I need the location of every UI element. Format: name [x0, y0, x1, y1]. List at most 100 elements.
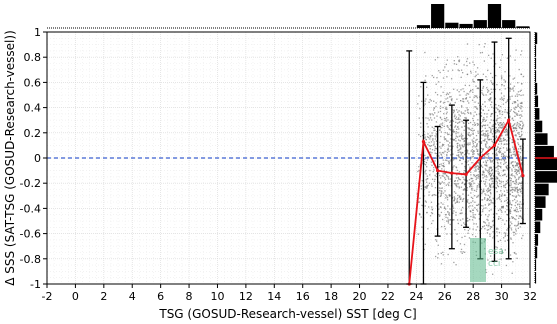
scatter-point [457, 118, 460, 120]
scatter-point [455, 137, 457, 140]
scatter-point [465, 117, 468, 119]
scatter-point [431, 149, 434, 151]
scatter-point [429, 169, 431, 172]
scatter-point [445, 113, 448, 115]
scatter-point [473, 145, 475, 147]
scatter-point [514, 59, 516, 61]
scatter-point [446, 97, 449, 99]
scatter-point [442, 175, 444, 177]
scatter-point [440, 182, 442, 184]
right-hist-bar [535, 196, 546, 208]
scatter-point [506, 205, 508, 207]
scatter-point [493, 174, 495, 177]
scatter-point [462, 121, 465, 124]
scatter-point [470, 215, 472, 218]
scatter-point [501, 97, 503, 99]
scatter-point [510, 162, 512, 165]
scatter-point [472, 79, 474, 81]
scatter-point [503, 85, 505, 87]
scatter-point [497, 150, 500, 153]
scatter-point [519, 117, 521, 119]
scatter-point [456, 142, 458, 145]
scatter-point [516, 138, 519, 140]
scatter-point [480, 228, 483, 230]
scatter-point [502, 219, 504, 221]
scatter-point [510, 221, 512, 223]
scatter-point [496, 159, 499, 161]
scatter-point [467, 229, 470, 232]
scatter-point [423, 163, 425, 165]
scatter-point [520, 134, 523, 137]
scatter-point [442, 254, 444, 256]
scatter-point [468, 179, 471, 181]
scatter-point [521, 217, 523, 219]
scatter-point [455, 63, 458, 66]
scatter-point [495, 107, 497, 109]
scatter-point [518, 170, 520, 172]
scatter-point [453, 165, 455, 167]
scatter-point [486, 229, 489, 231]
scatter-point [425, 141, 427, 144]
scatter-point [427, 133, 429, 135]
scatter-point [518, 165, 521, 167]
scatter-point [439, 183, 441, 185]
scatter-point [486, 176, 488, 178]
scatter-point [516, 99, 519, 102]
scatter-point [490, 96, 492, 99]
scatter-point [505, 264, 508, 267]
y-tick-label: -1 [30, 278, 41, 291]
scatter-point [440, 211, 443, 214]
right-hist-bar [535, 145, 554, 158]
scatter-point [477, 174, 479, 176]
scatter-point [456, 109, 458, 111]
scatter-point [434, 138, 437, 140]
scatter-point [433, 141, 435, 143]
scatter-point [498, 131, 500, 133]
scatter-point [448, 181, 450, 184]
scatter-point [489, 227, 492, 230]
right-hist-bar [535, 259, 537, 271]
scatter-point [484, 120, 486, 123]
scatter-point [517, 203, 519, 205]
scatter-point [466, 217, 469, 219]
scatter-point [435, 133, 437, 135]
scatter-point [472, 80, 474, 83]
scatter-point [510, 186, 512, 189]
scatter-point [521, 115, 523, 117]
scatter-point [490, 113, 492, 116]
scatter-point [462, 98, 464, 100]
scatter-point [457, 183, 459, 185]
scatter-point [460, 212, 462, 214]
scatter-point [434, 112, 436, 114]
scatter-point [446, 76, 448, 78]
scatter-point [507, 201, 509, 203]
scatter-point [489, 235, 491, 237]
scatter-point [438, 181, 440, 183]
scatter-point [499, 150, 501, 153]
scatter-point [495, 136, 498, 139]
scatter-point [425, 75, 427, 77]
scatter-point [453, 210, 455, 212]
scatter-point [465, 98, 467, 100]
scatter-point [472, 132, 474, 135]
scatter-point [492, 185, 495, 187]
scatter-point [465, 97, 468, 99]
scatter-point [515, 228, 517, 230]
scatter-point [445, 63, 447, 66]
scatter-point [435, 147, 437, 150]
scatter-point [451, 69, 454, 71]
scatter-point [462, 100, 464, 102]
scatter-point [503, 159, 506, 161]
scatter-point [516, 174, 518, 176]
scatter-point [512, 186, 514, 189]
scatter-point [453, 196, 455, 198]
scatter-point [516, 162, 518, 164]
scatter-point [514, 252, 516, 254]
scatter-point [455, 133, 457, 135]
scatter-point [478, 213, 480, 215]
scatter-point [472, 212, 474, 214]
scatter-point [509, 212, 512, 215]
scatter-point [509, 137, 511, 139]
scatter-point [494, 131, 496, 134]
scatter-point [473, 96, 475, 99]
